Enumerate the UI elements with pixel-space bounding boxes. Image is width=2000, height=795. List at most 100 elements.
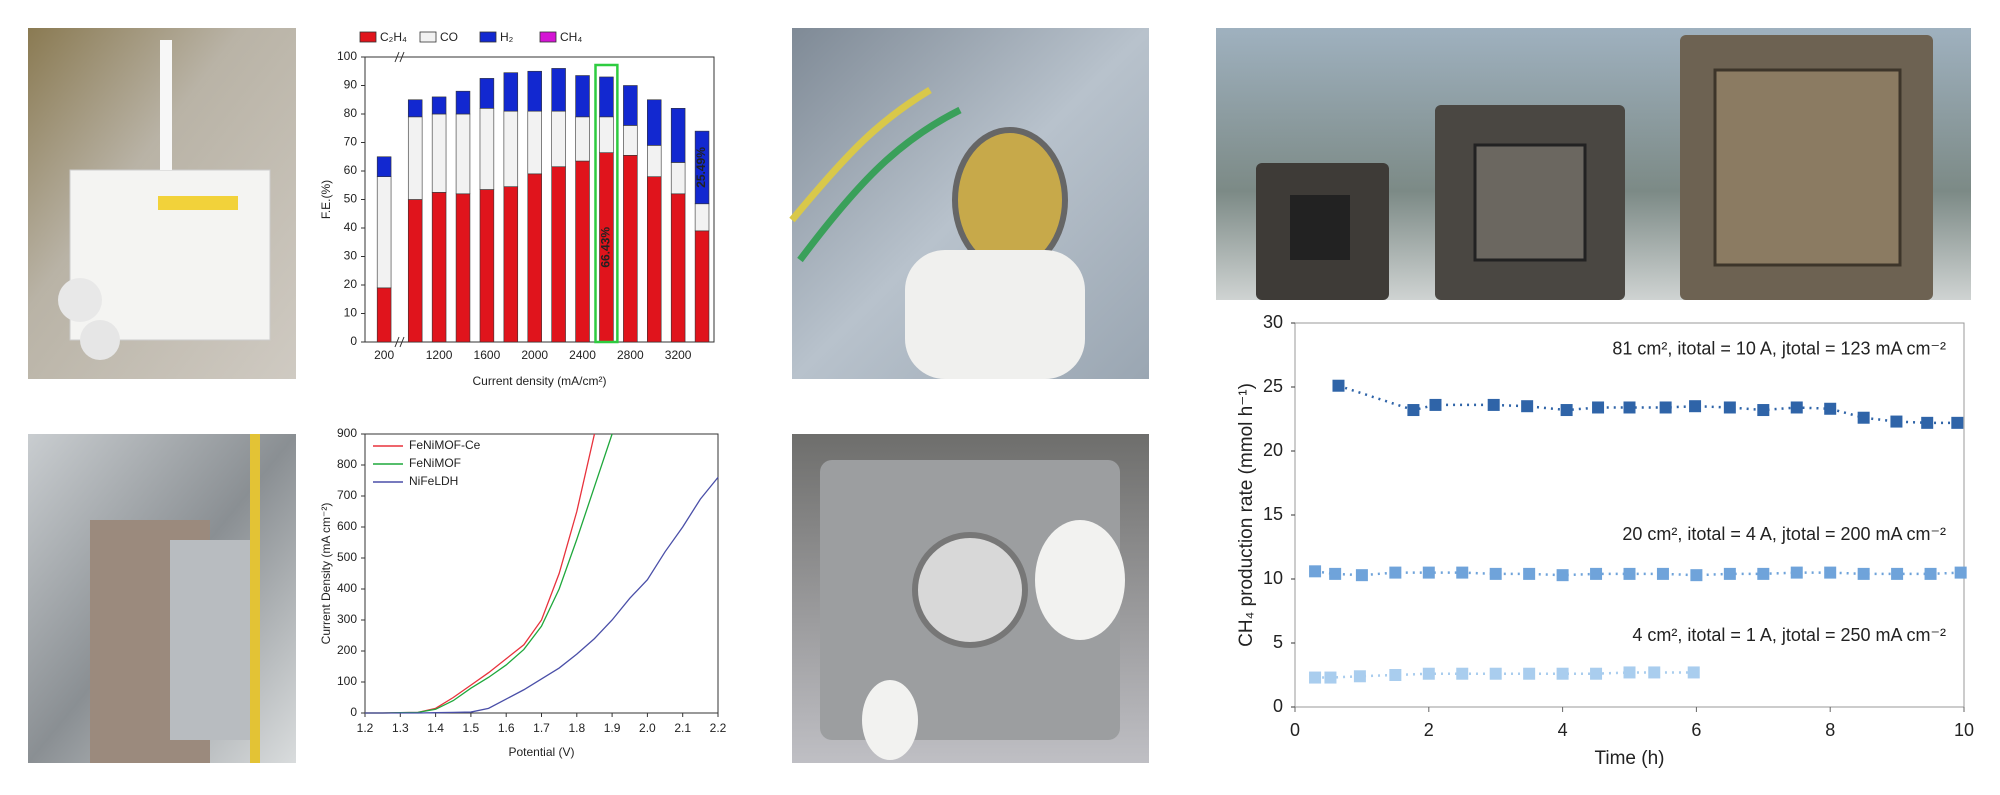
bar-segment <box>623 85 638 126</box>
bar-segment <box>376 287 392 343</box>
photo-electrolyzer <box>792 434 1149 763</box>
point <box>1489 667 1502 680</box>
point <box>1757 404 1770 417</box>
axis <box>364 56 715 343</box>
line <box>365 433 613 714</box>
point <box>1924 567 1937 580</box>
x-tick-label: 2.1 <box>674 721 691 735</box>
bar-segment <box>431 192 447 343</box>
bar-segment <box>455 113 471 195</box>
legend-label: H₂ <box>500 30 514 44</box>
point <box>1355 569 1368 582</box>
bar-segment <box>551 68 566 112</box>
point <box>1857 411 1870 424</box>
bar-segment <box>670 108 686 163</box>
y-tick-label: 100 <box>337 49 357 63</box>
bar-segment <box>694 130 710 205</box>
y-tick-label: 400 <box>337 581 357 595</box>
bar-segment <box>503 110 519 187</box>
point <box>1757 567 1770 580</box>
x-tick-label: 200 <box>374 348 394 362</box>
y-axis-label: Current Density (mA cm⁻²) <box>319 503 333 645</box>
value-label: 25.49% <box>694 147 708 188</box>
bar-segment <box>551 166 566 343</box>
y-tick-label: 700 <box>337 488 357 502</box>
x-axis-label: Time (h) <box>1594 748 1664 769</box>
axis <box>364 433 719 714</box>
y-tick-label: 300 <box>337 612 357 626</box>
y-tick-label: 0 <box>1273 696 1283 716</box>
x-tick-label: 8 <box>1825 720 1835 740</box>
point <box>1790 566 1803 579</box>
point <box>1456 667 1469 680</box>
x-axis-label: Potential (V) <box>508 745 574 759</box>
point <box>1429 398 1442 411</box>
x-tick-label: 1.5 <box>463 721 480 735</box>
bar-segment <box>479 108 495 190</box>
bar-segment <box>376 176 392 289</box>
y-tick-label: 10 <box>1263 568 1283 588</box>
point <box>1623 567 1636 580</box>
bar-segment <box>503 186 519 343</box>
bar-segment <box>527 110 542 175</box>
point <box>1523 567 1536 580</box>
y-tick-label: 0 <box>350 334 357 348</box>
point <box>1921 416 1934 429</box>
bar-segment <box>431 113 447 193</box>
y-tick-label: 500 <box>337 550 357 564</box>
point <box>1332 379 1345 392</box>
y-tick-label: 50 <box>344 192 358 206</box>
point <box>1560 404 1573 417</box>
point <box>1824 566 1837 579</box>
point <box>1623 401 1636 414</box>
y-tick-label: 10 <box>344 306 358 320</box>
bar-segment <box>407 99 423 118</box>
x-tick-label: 1.9 <box>604 721 621 735</box>
bar-segment <box>479 189 495 343</box>
y-tick-label: 20 <box>344 277 358 291</box>
value-label: 66.43% <box>599 227 613 268</box>
y-tick-label: 900 <box>337 426 357 440</box>
point <box>1389 669 1402 681</box>
y-tick-label: 0 <box>350 705 357 719</box>
legend-label: CO <box>440 30 458 44</box>
point <box>1556 667 1569 680</box>
bar-segment <box>407 199 423 343</box>
bar-segment <box>551 110 566 168</box>
legend-swatch <box>419 31 437 43</box>
y-tick-label: 800 <box>337 457 357 471</box>
bar-segment <box>407 116 423 200</box>
y-tick-label: 100 <box>337 674 357 688</box>
y-tick-label: 60 <box>344 163 358 177</box>
point <box>1592 401 1605 414</box>
plot-frame <box>1294 322 1965 708</box>
x-tick-label: 0 <box>1290 720 1300 740</box>
line <box>365 476 719 714</box>
legend-label: FeNiMOF-Ce <box>409 438 481 452</box>
y-tick-label: 70 <box>344 135 358 149</box>
point <box>1590 567 1603 580</box>
x-tick-label: 6 <box>1691 720 1701 740</box>
point <box>1951 416 1964 429</box>
bar-segment <box>527 70 542 112</box>
bar-segment <box>431 96 447 115</box>
y-tick-label: 5 <box>1273 632 1283 652</box>
point <box>1689 400 1702 413</box>
point <box>1690 569 1703 582</box>
annotation: 20 cm², itotal = 4 A, jtotal = 200 mA cm… <box>1622 524 1946 544</box>
legend-swatch <box>359 31 377 43</box>
point <box>1623 666 1636 679</box>
point <box>1723 401 1736 414</box>
bar-segment <box>455 193 471 343</box>
point <box>1824 402 1837 415</box>
point <box>1890 415 1903 428</box>
point <box>1407 404 1420 417</box>
bar-segment <box>694 230 710 343</box>
bar-segment <box>455 90 471 115</box>
x-tick-label: 2800 <box>617 348 644 362</box>
point <box>1723 567 1736 580</box>
point <box>1309 671 1322 684</box>
x-tick-label: 1.2 <box>357 721 374 735</box>
x-tick-label: 4 <box>1558 720 1568 740</box>
